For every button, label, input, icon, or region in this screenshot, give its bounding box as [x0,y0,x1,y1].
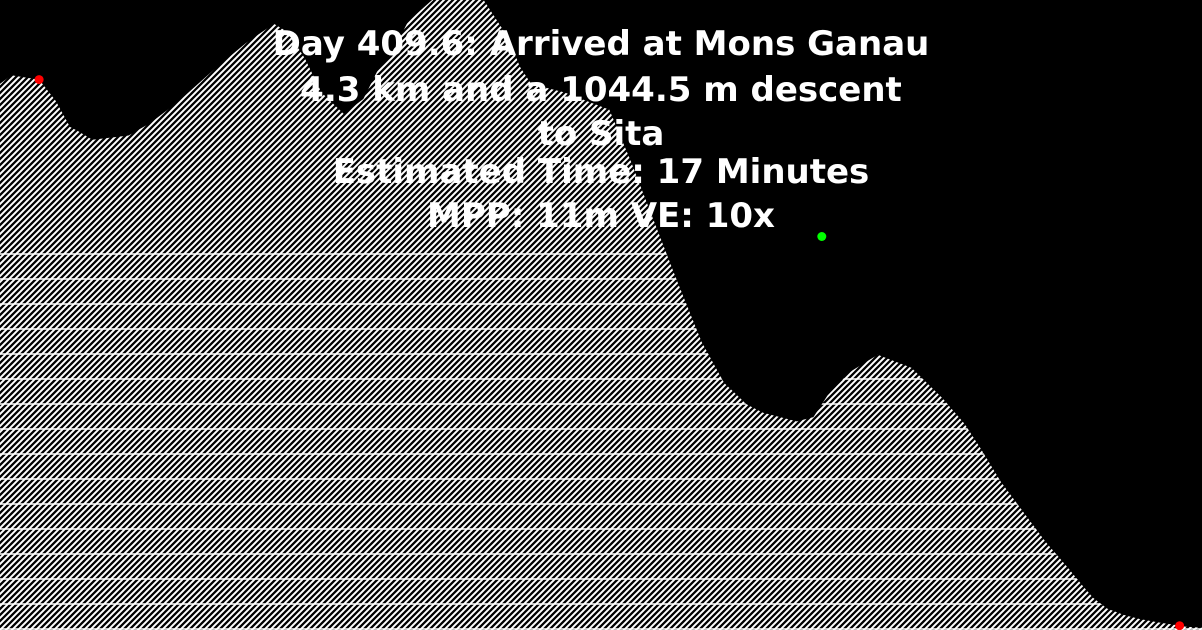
scale-info-text: MPP: 11m VE: 10x [427,196,775,236]
current-marker [817,232,827,241]
start-marker [34,75,44,85]
distance-descent-text: 4.3 km and a 1044.5 m descent [300,70,902,110]
destination-text: to Sita [537,114,665,154]
end-marker [1175,621,1185,630]
route-markers [34,75,1185,630]
arrival-title: Day 409.6: Arrived at Mons Ganau [272,24,930,64]
estimated-time-text: Estimated Time: 17 Minutes [332,152,870,192]
